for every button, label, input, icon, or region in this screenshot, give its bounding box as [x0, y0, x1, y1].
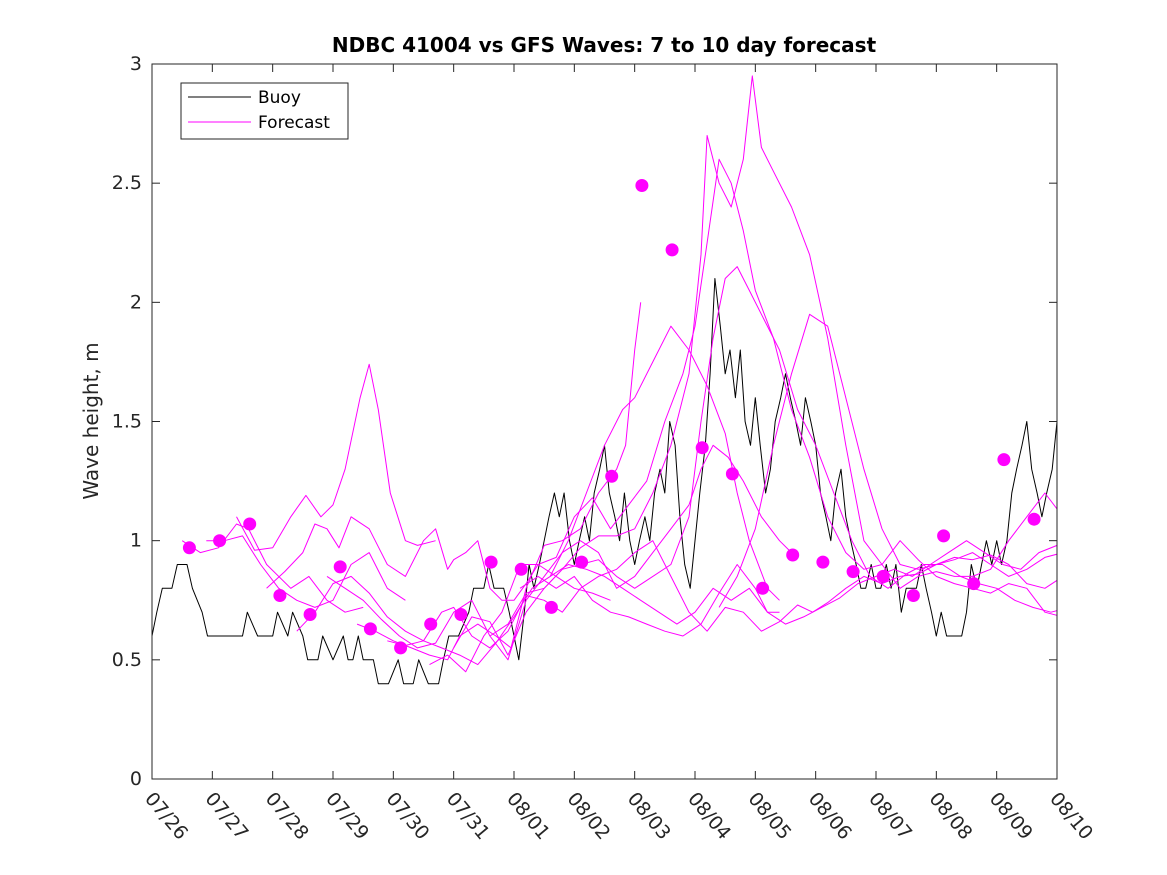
x-tick-label: 08/01	[502, 788, 554, 844]
x-tick-label: 07/30	[382, 788, 434, 844]
forecast-marker-25	[937, 529, 951, 543]
y-tick-label: 0	[130, 768, 142, 790]
legend-label-forecast: Forecast	[258, 113, 330, 133]
x-tick-label: 08/08	[925, 788, 977, 844]
forecast-marker-1	[213, 534, 227, 548]
x-tick-label: 07/27	[201, 788, 253, 844]
forecast-marker-15	[635, 179, 649, 192]
forecast-marker-17	[695, 441, 709, 455]
x-tick-label: 08/06	[804, 788, 856, 844]
forecast-marker-5	[333, 560, 347, 574]
y-tick-label: 3	[130, 53, 142, 75]
forecast-marker-20	[786, 548, 800, 562]
forecast-marker-2	[243, 517, 257, 531]
marker-layer	[182, 179, 1041, 655]
x-tick-label: 08/07	[864, 788, 916, 844]
x-tick-label: 08/09	[985, 788, 1037, 844]
forecast-marker-9	[454, 608, 468, 621]
forecast-marker-13	[575, 555, 589, 569]
chart-title: NDBC 41004 vs GFS Waves: 7 to 10 day for…	[332, 33, 877, 57]
forecast-marker-10	[484, 555, 498, 569]
forecast-marker-4	[303, 608, 317, 621]
forecast-marker-19	[756, 581, 770, 595]
forecast-marker-28	[1027, 512, 1041, 526]
series-forecast-line-12	[519, 564, 780, 637]
forecast-marker-21	[816, 555, 830, 569]
forecast-marker-16	[665, 243, 679, 257]
series-forecast-line-13	[549, 540, 1057, 625]
forecast-marker-12	[544, 600, 558, 614]
legend-box	[180, 82, 349, 140]
legend-label-buoy: Buoy	[258, 88, 301, 108]
series-forecast-line-1	[181, 523, 364, 613]
series-forecast-line-3	[236, 363, 436, 551]
series-forecast-line-14	[718, 313, 1057, 608]
y-tick-label: 2	[130, 291, 142, 313]
y-tick-label: 1	[130, 530, 142, 552]
y-tick-label: 1.5	[112, 411, 142, 433]
forecast-marker-26	[967, 577, 981, 591]
plot-area	[152, 64, 1057, 779]
forecast-marker-0	[182, 541, 196, 555]
series-buoy-line	[152, 278, 1057, 685]
forecast-marker-11	[514, 562, 528, 576]
forecast-marker-7	[394, 641, 408, 655]
series-forecast-line-8	[387, 325, 780, 666]
forecast-marker-22	[846, 565, 860, 579]
forecast-marker-8	[424, 617, 438, 631]
series-forecast-line-6	[326, 444, 792, 661]
y-axis-label: Wave height, m	[79, 342, 103, 499]
series-forecast-line-2	[206, 535, 406, 608]
y-tick-label: 2.5	[112, 172, 142, 194]
legend: Buoy Forecast	[180, 82, 349, 140]
x-tick-label: 07/28	[261, 788, 313, 844]
x-tick-label: 08/10	[1045, 788, 1097, 844]
x-tick-label: 08/05	[744, 788, 796, 844]
series-forecast-line-10	[453, 75, 1057, 656]
y-tick-label: 0.5	[112, 649, 142, 671]
x-tick-label: 07/31	[442, 788, 494, 844]
x-tick-label: 07/26	[140, 788, 192, 844]
forecast-marker-24	[906, 589, 920, 602]
forecast-marker-18	[725, 467, 739, 481]
forecast-marker-23	[876, 569, 890, 583]
forecast-marker-6	[363, 622, 377, 636]
series-forecast-line-9	[429, 158, 1057, 673]
forecast-marker-27	[997, 453, 1011, 467]
x-tick-label: 08/02	[563, 788, 615, 844]
x-tick-label: 07/29	[321, 788, 373, 844]
forecast-marker-3	[273, 589, 287, 602]
forecast-marker-14	[605, 469, 619, 483]
x-tick-label: 08/04	[683, 788, 735, 844]
x-tick-label: 08/03	[623, 788, 675, 844]
series-forecast-line-11	[489, 266, 1057, 637]
